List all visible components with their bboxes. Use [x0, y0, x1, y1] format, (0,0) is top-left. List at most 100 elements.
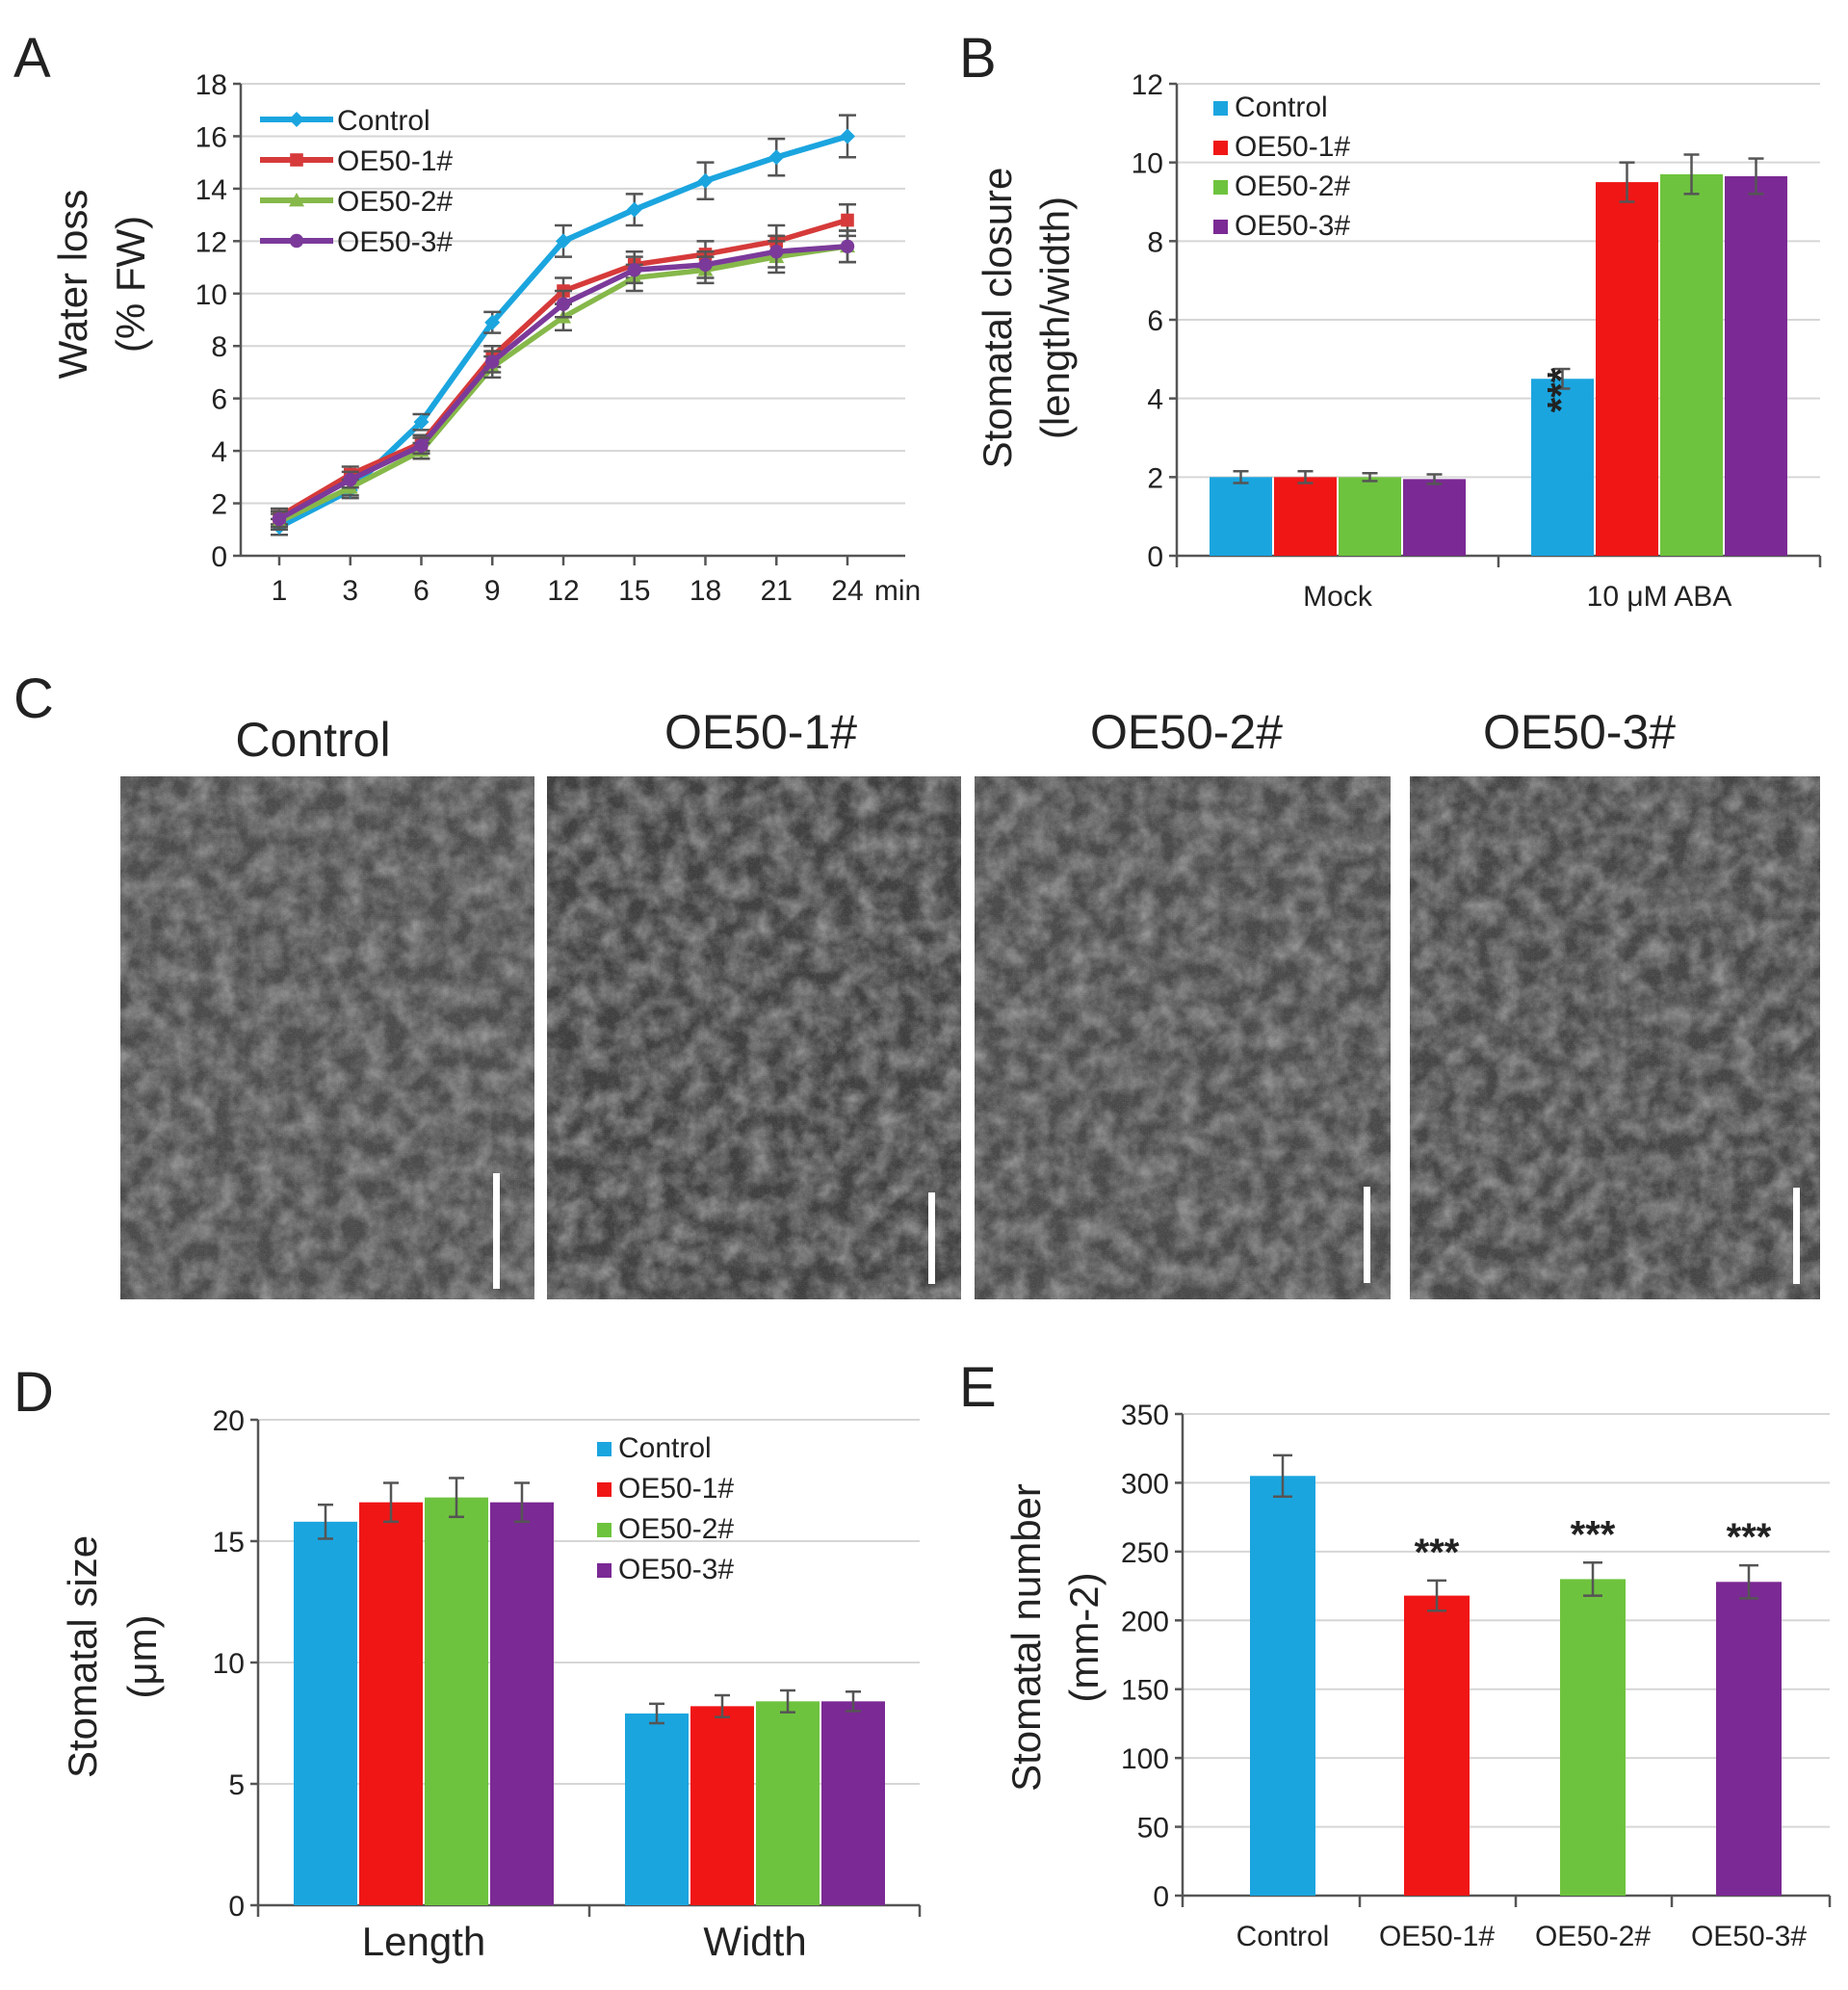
panel-label-c: C: [13, 668, 54, 730]
legend-label: Control: [337, 105, 430, 137]
point-marker: [556, 297, 571, 311]
micrograph-row: [120, 776, 1820, 1299]
point-marker: [289, 233, 304, 249]
y-axis-label: Water loss: [50, 190, 95, 380]
legend-label: OE50-2#: [1235, 170, 1350, 202]
significance-stars: ***: [1541, 367, 1583, 412]
legend-swatch: [1213, 180, 1228, 195]
chart-stomatal-closure: 0 2 4 6 8 10 12 Mock 10 μM ABA *** Control OE50-1# O…: [975, 69, 1822, 613]
legend-swatch: [1213, 141, 1228, 155]
point-marker: [484, 314, 501, 330]
y-tick-label: 0: [1147, 541, 1163, 573]
x-tick-label: OE50-1#: [1379, 1921, 1495, 1952]
x-tick-label: 9: [484, 575, 501, 607]
y-tick-label: 0: [228, 1891, 245, 1923]
point-marker: [485, 354, 500, 369]
point-marker: [698, 257, 713, 273]
y-tick-label: 20: [213, 1405, 245, 1437]
micrograph-title-oe50-1: OE50-1#: [664, 705, 857, 759]
point-marker: [272, 511, 287, 527]
point-marker: [697, 172, 714, 189]
bar: [1404, 1595, 1470, 1896]
legend-label: OE50-1#: [337, 145, 453, 177]
y-axis-unit: (μm): [119, 1614, 165, 1698]
bar: [1339, 477, 1401, 556]
bar: [425, 1497, 488, 1905]
legend-label: OE50-1#: [1235, 131, 1350, 163]
bar: [625, 1713, 689, 1905]
bar: [490, 1502, 554, 1905]
scale-bar: [928, 1192, 935, 1284]
panel-label-d: D: [13, 1361, 54, 1424]
legend-label: Control: [618, 1432, 712, 1464]
legend-swatch: [597, 1563, 612, 1578]
x-axis-label: min: [874, 575, 921, 607]
y-tick-label: 5: [228, 1769, 245, 1801]
micrograph-title-oe50-3: OE50-3#: [1483, 705, 1676, 759]
legend-label: OE50-1#: [618, 1473, 734, 1505]
scale-bar: [1793, 1188, 1800, 1284]
y-tick-label: 6: [211, 384, 227, 416]
y-tick-label: 150: [1121, 1675, 1169, 1707]
legend-label: OE50-2#: [618, 1513, 734, 1545]
micrograph-oe50-1: [547, 776, 961, 1299]
bar: [1531, 379, 1594, 556]
y-tick-label: 4: [211, 436, 227, 468]
y-axis-label: Stomatal size: [60, 1535, 105, 1778]
y-tick-label: 4: [1147, 384, 1163, 416]
point-marker: [413, 414, 429, 431]
x-tick-label: 6: [413, 575, 429, 607]
significance-stars: ***: [1415, 1532, 1460, 1574]
panel-label-b: B: [959, 27, 997, 90]
y-tick-label: 300: [1121, 1468, 1169, 1500]
point-marker: [768, 149, 785, 166]
y-axis-label: Stomatal closure: [975, 168, 1020, 469]
x-tick-label: Length: [362, 1919, 485, 1964]
y-tick-label: 0: [1153, 1881, 1169, 1913]
bar: [690, 1706, 754, 1905]
y-tick-label: 2: [211, 489, 227, 521]
x-tick-label: 18: [690, 575, 721, 607]
y-tick-label: 8: [1147, 226, 1163, 258]
x-tick-label: 15: [618, 575, 650, 607]
point-marker: [626, 201, 642, 218]
x-tick-label: 1: [272, 575, 288, 607]
x-tick-label: Width: [703, 1919, 806, 1964]
series-oe50-1: [1274, 161, 1658, 557]
panel-label-a: A: [13, 27, 51, 90]
bar: [359, 1502, 423, 1905]
y-tick-label: 0: [211, 541, 227, 573]
series-control: [294, 1503, 689, 1905]
bar: [1716, 1582, 1782, 1896]
point-marker: [841, 213, 854, 227]
bar: [1596, 182, 1658, 557]
point-marker: [556, 233, 571, 249]
y-tick-label: 200: [1121, 1606, 1169, 1637]
y-tick-label: 12: [1132, 69, 1163, 101]
y-tick-label: 10: [213, 1648, 245, 1680]
y-tick-label: 12: [195, 226, 227, 258]
x-tick-label: 24: [831, 575, 863, 607]
x-tick-label: OE50-3#: [1691, 1921, 1807, 1952]
scale-bar: [493, 1173, 500, 1289]
y-tick-label: 2: [1147, 462, 1163, 494]
y-tick-label: 10: [195, 279, 227, 311]
series-oe50-1: [359, 1481, 754, 1905]
chart-stomatal-size: 0 5 10 15 20 Length Width Control OE50-1# OE50-2#…: [60, 1405, 922, 1964]
y-tick-label: 100: [1121, 1743, 1169, 1775]
series-oe50-3: [490, 1481, 885, 1905]
y-tick-label: 10: [1132, 148, 1163, 180]
x-tick-label: 3: [342, 575, 358, 607]
micrograph-control: [120, 776, 534, 1299]
legend-swatch: [597, 1523, 612, 1537]
legend-swatch: [597, 1482, 612, 1497]
x-tick-label: Control: [1236, 1921, 1330, 1952]
legend-label: OE50-2#: [337, 186, 453, 218]
y-axis-label: Stomatal number: [1003, 1483, 1049, 1792]
y-tick-label: 18: [195, 69, 227, 101]
x-tick-label: 21: [761, 575, 793, 607]
bar: [1210, 477, 1272, 556]
point-marker: [840, 128, 855, 144]
significance-stars: ***: [1571, 1513, 1616, 1556]
